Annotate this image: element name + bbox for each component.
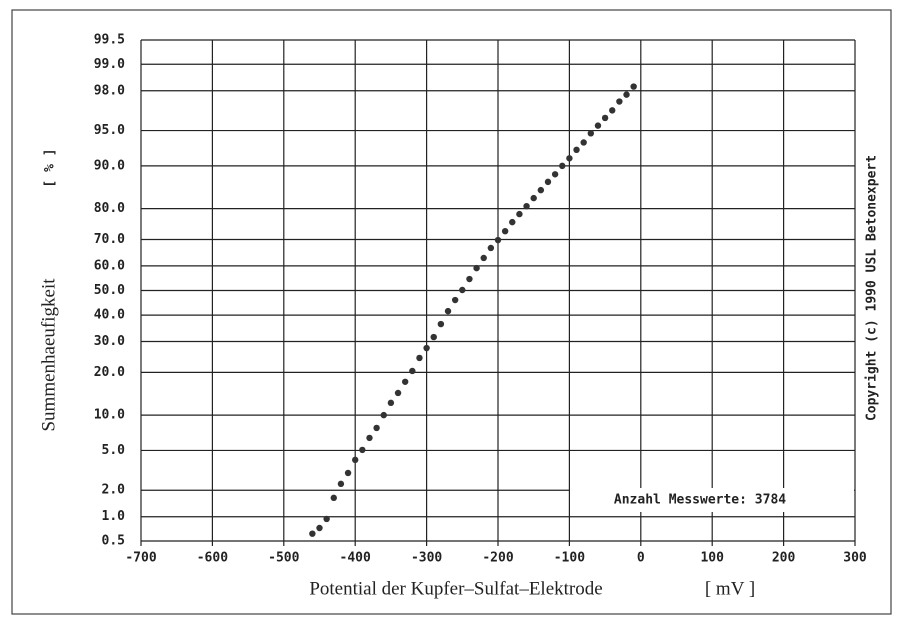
x-tick-label: -300 (411, 551, 442, 566)
y-axis-unit: [ % ] (43, 148, 58, 187)
data-point (551, 171, 559, 178)
x-tick-label: -700 (125, 551, 156, 566)
data-point (309, 530, 316, 537)
data-point (416, 354, 423, 362)
data-point (509, 218, 516, 226)
y-tick-label: 60.0 (94, 258, 125, 273)
x-tick-label: 200 (772, 551, 796, 566)
data-point (401, 378, 409, 385)
x-axis-label: Potential der Kupfer–Sulfat–Elektrode (309, 578, 602, 599)
data-point (566, 155, 573, 162)
data-point (501, 227, 509, 235)
y-tick-label: 30.0 (94, 334, 125, 349)
x-axis-unit: [ mV ] (705, 578, 755, 599)
data-point (616, 98, 623, 105)
data-point (451, 296, 459, 304)
y-tick-label: 10.0 (94, 408, 125, 423)
data-point (359, 446, 366, 454)
y-tick-label: 5.0 (102, 443, 126, 458)
data-point (480, 254, 487, 262)
data-point (537, 186, 545, 194)
x-tick-label: 100 (700, 551, 724, 566)
copyright: Copyright (c) 1990 USL Betonexpert (865, 155, 880, 421)
y-tick-label: 70.0 (94, 232, 125, 247)
data-point (323, 515, 330, 523)
data-point (630, 83, 637, 90)
data-point (516, 210, 523, 218)
x-tick-label: -600 (197, 551, 228, 566)
data-point (366, 434, 373, 442)
y-tick-label: 98.0 (94, 83, 125, 98)
x-tick-label: 0 (637, 551, 645, 566)
data-point (437, 320, 445, 328)
x-tick-label: 300 (843, 551, 867, 566)
y-tick-label: 2.0 (102, 483, 126, 498)
data-point (423, 344, 430, 352)
y-tick-label: 1.0 (102, 509, 126, 524)
data-point (466, 275, 473, 283)
annotation: Anzahl Messwerte: 3784 (614, 493, 786, 508)
y-tick-label: 99.0 (94, 57, 125, 72)
data-point (352, 456, 359, 464)
data-point (473, 264, 480, 272)
data-point (337, 480, 345, 488)
y-tick-label: 40.0 (94, 308, 125, 323)
x-tick-label: -500 (268, 551, 299, 566)
data-point (394, 389, 402, 397)
data-point (430, 333, 437, 341)
y-tick-label: 0.5 (102, 534, 125, 549)
data-point (494, 236, 502, 244)
data-point (609, 107, 616, 114)
data-point (380, 411, 387, 419)
data-point (587, 130, 595, 137)
data-point (444, 307, 452, 315)
x-tick-label: -200 (482, 551, 513, 566)
y-tick-label: 20.0 (94, 365, 125, 380)
y-tick-label: 50.0 (94, 283, 125, 298)
y-tick-label: 99.5 (94, 33, 125, 48)
data-point (601, 114, 609, 122)
data-point (330, 494, 337, 502)
data-point (544, 178, 552, 186)
data-point (623, 91, 630, 98)
data-point (387, 399, 395, 407)
data-point (573, 146, 580, 154)
x-tick-label: -100 (554, 551, 585, 566)
x-tick-label: -400 (340, 551, 371, 566)
data-point (344, 469, 352, 477)
data-point (594, 122, 602, 129)
y-tick-label: 95.0 (94, 123, 125, 138)
frame (11, 9, 892, 615)
data-point (487, 244, 495, 252)
data-point (580, 139, 587, 146)
data-point (409, 367, 416, 375)
data-point (316, 524, 323, 532)
y-tick-label: 80.0 (94, 201, 125, 216)
data-point (459, 286, 466, 294)
annotation-box (570, 488, 854, 512)
data-point (523, 202, 530, 210)
data-point (559, 162, 566, 170)
y-tick-label: 90.0 (94, 158, 125, 173)
data-point (530, 194, 537, 202)
y-axis-label: Summenhaeufigkeit (38, 278, 59, 432)
data-point (373, 424, 380, 432)
